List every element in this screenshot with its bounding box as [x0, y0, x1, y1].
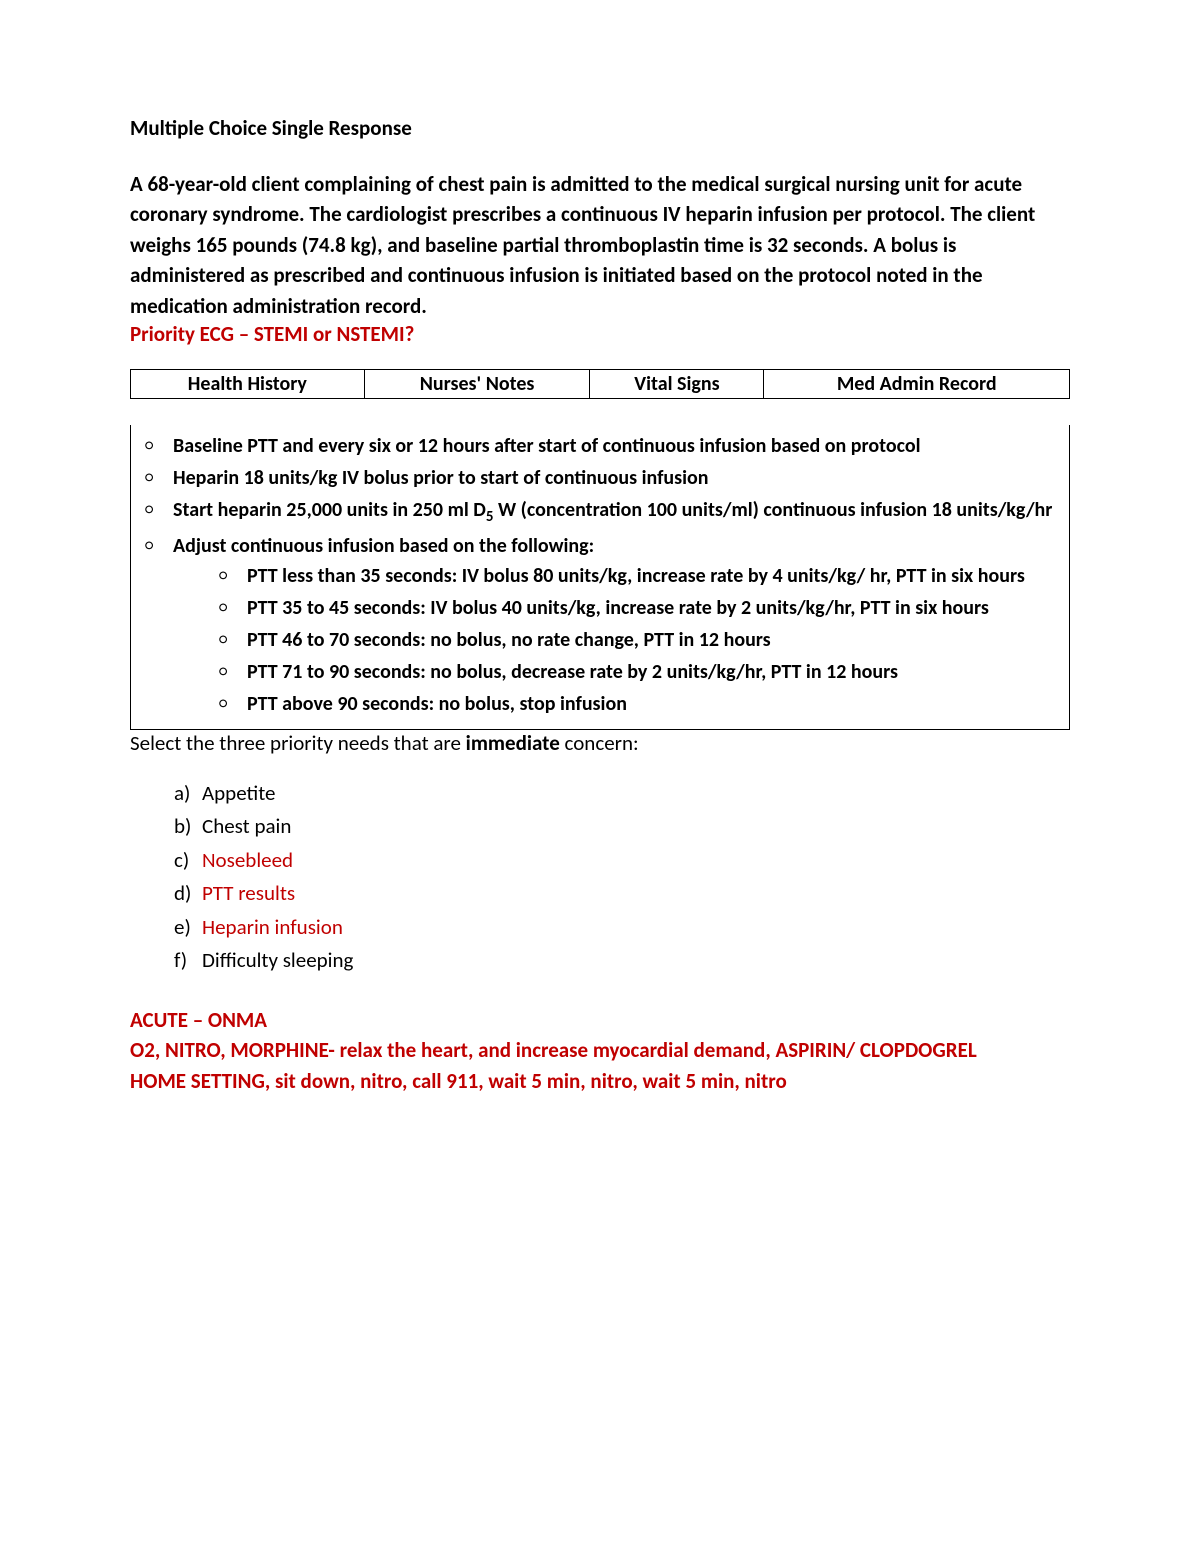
page-heading: Multiple Choice Single Response [130, 115, 1070, 141]
record-body: Baseline PTT and every six or 12 hours a… [130, 425, 1070, 730]
answer-option-b[interactable]: b)Chest pain [174, 811, 1070, 843]
protocol-item: Baseline PTT and every six or 12 hours a… [145, 431, 1055, 461]
protocol-item: Adjust continuous infusion based on the … [145, 531, 1055, 719]
answer-text: PTT results [202, 880, 295, 906]
answer-text: Chest pain [202, 813, 291, 839]
answer-text: Nosebleed [202, 847, 293, 873]
scenario-text: A 68-year-old client complaining of ches… [130, 169, 1070, 321]
answer-option-a[interactable]: a)Appetite [174, 778, 1070, 810]
answer-option-d[interactable]: d)PTT results [174, 878, 1070, 910]
answer-option-e[interactable]: e)Heparin infusion [174, 912, 1070, 944]
document-page: Multiple Choice Single Response A 68-yea… [0, 0, 1200, 1553]
protocol-sub-item: PTT 35 to 45 seconds: IV bolus 40 units/… [219, 593, 1055, 623]
answer-text: Appetite [202, 780, 276, 806]
question-stem: Select the three priority needs that are… [130, 730, 1070, 756]
tab-nurses-notes[interactable]: Nurses' Notes [364, 370, 590, 399]
tab-vital-signs[interactable]: Vital Signs [590, 370, 764, 399]
record-tabs-header: Health History Nurses' Notes Vital Signs… [130, 369, 1070, 399]
protocol-item: Heparin 18 units/kg IV bolus prior to st… [145, 463, 1055, 493]
answer-list: a)Appetite b)Chest pain c)Nosebleed d)PT… [174, 778, 1070, 977]
protocol-text: Adjust continuous infusion based on the … [173, 534, 594, 558]
protocol-list: Baseline PTT and every six or 12 hours a… [145, 431, 1055, 719]
question-bold: immediate [466, 730, 560, 756]
protocol-sublist: PTT less than 35 seconds: IV bolus 80 un… [173, 561, 1055, 719]
protocol-sub-item: PTT above 90 seconds: no bolus, stop inf… [219, 689, 1055, 719]
tab-health-history[interactable]: Health History [131, 370, 365, 399]
question-post: concern: [560, 730, 639, 756]
answer-letter: a) [174, 778, 202, 810]
subscript: 5 [486, 508, 494, 526]
protocol-text: Start heparin 25,000 units in 250 ml D [173, 498, 486, 522]
answer-letter: c) [174, 845, 202, 877]
answer-text: Heparin infusion [202, 914, 343, 940]
answer-letter: d) [174, 878, 202, 910]
protocol-sub-item: PTT less than 35 seconds: IV bolus 80 un… [219, 561, 1055, 591]
protocol-text: W (concentration 100 units/ml) continuou… [494, 498, 1053, 522]
note-line: O2, NITRO, MORPHINE- relax the heart, an… [130, 1035, 1070, 1065]
note-line: HOME SETTING, sit down, nitro, call 911,… [130, 1066, 1070, 1096]
answer-option-c[interactable]: c)Nosebleed [174, 845, 1070, 877]
answer-letter: f) [174, 945, 202, 977]
study-notes: ACUTE – ONMA O2, NITRO, MORPHINE- relax … [130, 1005, 1070, 1096]
note-line: ACUTE – ONMA [130, 1005, 1070, 1035]
tab-med-admin-record[interactable]: Med Admin Record [764, 370, 1070, 399]
protocol-item: Start heparin 25,000 units in 250 ml D5 … [145, 495, 1055, 529]
answer-text: Difficulty sleeping [202, 947, 353, 973]
answer-letter: e) [174, 912, 202, 944]
protocol-sub-item: PTT 46 to 70 seconds: no bolus, no rate … [219, 625, 1055, 655]
protocol-sub-item: PTT 71 to 90 seconds: no bolus, decrease… [219, 657, 1055, 687]
answer-letter: b) [174, 811, 202, 843]
priority-ecg-line: Priority ECG – STEMI or NSTEMI? [130, 321, 1070, 347]
question-pre: Select the three priority needs that are [130, 730, 466, 756]
answer-option-f[interactable]: f)Difficulty sleeping [174, 945, 1070, 977]
